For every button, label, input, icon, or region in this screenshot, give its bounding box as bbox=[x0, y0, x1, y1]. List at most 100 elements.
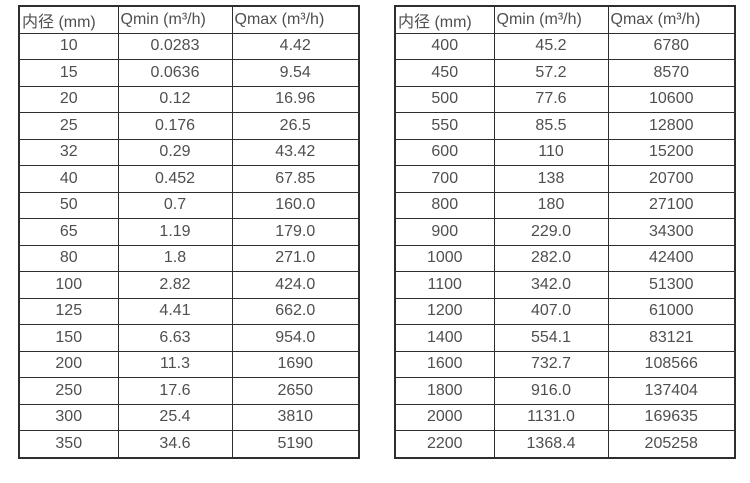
table-row: 65 1.19 179.0 bbox=[18, 218, 360, 246]
table-cell: 26.5 bbox=[231, 112, 360, 140]
table-cell: 42400 bbox=[607, 244, 736, 272]
table-cell: 400 bbox=[394, 32, 495, 60]
table-cell: 0.176 bbox=[117, 112, 233, 140]
table-cell: 732.7 bbox=[493, 350, 609, 378]
table-cell: 4.41 bbox=[117, 297, 233, 325]
table-cell: 554.1 bbox=[493, 324, 609, 352]
table-cell: 110 bbox=[493, 138, 609, 166]
table-cell: 11.3 bbox=[117, 350, 233, 378]
table-row: 200 11.3 1690 bbox=[18, 350, 360, 378]
table-row: 400 45.2 6780 bbox=[394, 32, 736, 60]
table-row: 20 0.12 16.96 bbox=[18, 85, 360, 113]
table-cell: 10600 bbox=[607, 85, 736, 113]
table-cell: 2650 bbox=[231, 377, 360, 405]
table-cell: 424.0 bbox=[231, 271, 360, 299]
table-cell: 954.0 bbox=[231, 324, 360, 352]
table-cell: 271.0 bbox=[231, 244, 360, 272]
table-cell: 600 bbox=[394, 138, 495, 166]
table-row: 40 0.452 67.85 bbox=[18, 165, 360, 193]
table-cell: 916.0 bbox=[493, 377, 609, 405]
table-cell: 179.0 bbox=[231, 218, 360, 246]
table-row: 50 0.7 160.0 bbox=[18, 191, 360, 219]
table-cell: 1100 bbox=[394, 271, 495, 299]
header-row: 内径 (mm) Qmin (m³/h) Qmax (m³/h) bbox=[394, 5, 736, 34]
table-cell: 1.8 bbox=[117, 244, 233, 272]
table-cell: 137404 bbox=[607, 377, 736, 405]
table-cell: 6780 bbox=[607, 32, 736, 60]
table-cell: 900 bbox=[394, 218, 495, 246]
table-cell: 1400 bbox=[394, 324, 495, 352]
table-cell: 2200 bbox=[394, 430, 495, 458]
table-row: 80 1.8 271.0 bbox=[18, 244, 360, 272]
table-cell: 57.2 bbox=[493, 59, 609, 87]
table-cell: 15 bbox=[18, 59, 119, 87]
table-cell: 125 bbox=[18, 297, 119, 325]
table-cell: 0.0283 bbox=[117, 32, 233, 60]
table-cell: 550 bbox=[394, 112, 495, 140]
table-cell: 450 bbox=[394, 59, 495, 87]
table-cell: 1600 bbox=[394, 350, 495, 378]
table-cell: 3810 bbox=[231, 403, 360, 431]
table-cell: 25 bbox=[18, 112, 119, 140]
table-row: 250 17.6 2650 bbox=[18, 377, 360, 405]
table-cell: 150 bbox=[18, 324, 119, 352]
table-row: 1400 554.1 83121 bbox=[394, 324, 736, 352]
table-row: 550 85.5 12800 bbox=[394, 112, 736, 140]
table-cell: 51300 bbox=[607, 271, 736, 299]
table-row: 700 138 20700 bbox=[394, 165, 736, 193]
table-row: 32 0.29 43.42 bbox=[18, 138, 360, 166]
table-cell: 200 bbox=[18, 350, 119, 378]
table-cell: 407.0 bbox=[493, 297, 609, 325]
table-cell: 2.82 bbox=[117, 271, 233, 299]
table-cell: 1690 bbox=[231, 350, 360, 378]
table-cell: 180 bbox=[493, 191, 609, 219]
table-cell: 160.0 bbox=[231, 191, 360, 219]
table-cell: 1368.4 bbox=[493, 430, 609, 458]
table-cell: 229.0 bbox=[493, 218, 609, 246]
table-row: 100 2.82 424.0 bbox=[18, 271, 360, 299]
table-cell: 108566 bbox=[607, 350, 736, 378]
table-cell: 1000 bbox=[394, 244, 495, 272]
table-cell: 282.0 bbox=[493, 244, 609, 272]
table-cell: 300 bbox=[18, 403, 119, 431]
table-row: 1200 407.0 61000 bbox=[394, 297, 736, 325]
table-cell: 0.29 bbox=[117, 138, 233, 166]
table-cell: 10 bbox=[18, 32, 119, 60]
table-cell: 6.63 bbox=[117, 324, 233, 352]
table-cell: 50 bbox=[18, 191, 119, 219]
table-cell: 169635 bbox=[607, 403, 736, 431]
table-cell: 83121 bbox=[607, 324, 736, 352]
column-header: Qmax (m³/h) bbox=[607, 5, 736, 34]
table-cell: 1131.0 bbox=[493, 403, 609, 431]
column-header: 内径 (mm) bbox=[18, 5, 119, 34]
table-row: 600 110 15200 bbox=[394, 138, 736, 166]
table-cell: 45.2 bbox=[493, 32, 609, 60]
table-cell: 65 bbox=[18, 218, 119, 246]
table-cell: 138 bbox=[493, 165, 609, 193]
table-row: 2000 1131.0 169635 bbox=[394, 403, 736, 431]
table-cell: 0.452 bbox=[117, 165, 233, 193]
table-row: 150 6.63 954.0 bbox=[18, 324, 360, 352]
table-row: 350 34.6 5190 bbox=[18, 430, 360, 458]
table-row: 1600 732.7 108566 bbox=[394, 350, 736, 378]
table-cell: 20 bbox=[18, 85, 119, 113]
flow-spec-table-large-diameters: 内径 (mm) Qmin (m³/h) Qmax (m³/h) 400 45.2 678… bbox=[394, 5, 736, 459]
table-cell: 34300 bbox=[607, 218, 736, 246]
table-cell: 80 bbox=[18, 244, 119, 272]
table-cell: 800 bbox=[394, 191, 495, 219]
table-cell: 77.6 bbox=[493, 85, 609, 113]
table-row: 500 77.6 10600 bbox=[394, 85, 736, 113]
table-cell: 2000 bbox=[394, 403, 495, 431]
table-cell: 350 bbox=[18, 430, 119, 458]
table-cell: 0.7 bbox=[117, 191, 233, 219]
table-cell: 500 bbox=[394, 85, 495, 113]
table-cell: 34.6 bbox=[117, 430, 233, 458]
table-cell: 1800 bbox=[394, 377, 495, 405]
table-cell: 17.6 bbox=[117, 377, 233, 405]
table-row: 1000 282.0 42400 bbox=[394, 244, 736, 272]
header-row: 内径 (mm) Qmin (m³/h) Qmax (m³/h) bbox=[18, 5, 360, 34]
table-cell: 0.12 bbox=[117, 85, 233, 113]
table-cell: 5190 bbox=[231, 430, 360, 458]
table-cell: 40 bbox=[18, 165, 119, 193]
table-cell: 100 bbox=[18, 271, 119, 299]
